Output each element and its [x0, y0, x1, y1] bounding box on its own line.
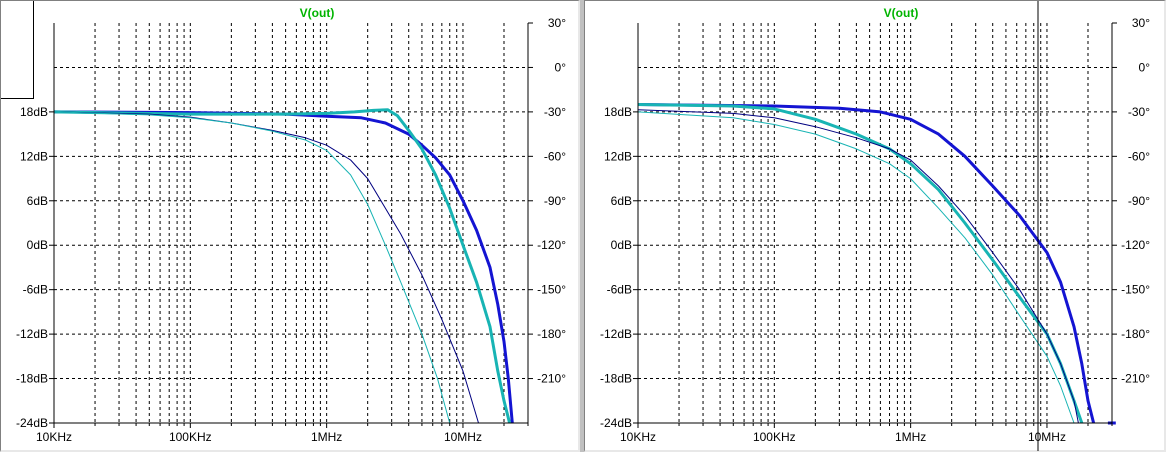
- chart-1-y-left-tick-label: -12dB: [600, 327, 632, 341]
- chart-0-x-tick-label: 10KHz: [36, 430, 72, 444]
- chart-1-series-0: [637, 103, 1096, 424]
- chart-1-y-right-tick-label: -30°: [1128, 105, 1150, 119]
- chart-0-y-left-tick-label: 12dB: [20, 149, 48, 163]
- chart-1-grid: [638, 23, 1113, 423]
- chart-0-y-right-tick-label: -90°: [544, 194, 566, 208]
- chart-1-y-right-tick-label: 0°: [1139, 60, 1151, 74]
- chart-0-y-left-tick-label: -18dB: [16, 372, 48, 386]
- chart-1-series-3: [637, 111, 1075, 424]
- chart-1-series-2: [637, 109, 1079, 424]
- chart-0-series-3: [53, 111, 451, 424]
- chart-0-grid: [54, 23, 529, 423]
- chart-1-y-right-tick-label: -60°: [1128, 149, 1150, 163]
- chart-1-y-right-tick-label: -150°: [1121, 283, 1150, 297]
- chart-1-y-left-tick-label: -24dB: [600, 416, 632, 430]
- chart-0-series-0: [53, 110, 514, 424]
- chart-0-y-left-tick-label: 0dB: [27, 238, 48, 252]
- chart-1-y-left-tick-label: 0dB: [611, 238, 632, 252]
- plot-pane-right[interactable]: 10KHz 100KHz 1MHz 10MHz 18dB 12dB 6dB 0dB -6dB -1…: [584, 0, 1166, 452]
- chart-0-title: V(out): [300, 6, 335, 20]
- chart-0-x-tick-label: 1MHz: [311, 430, 342, 444]
- bode-plot-right: 10KHz 100KHz 1MHz 10MHz 18dB 12dB 6dB 0dB -6dB -1…: [600, 1, 1151, 451]
- chart-0-y-left-tick-label: -12dB: [16, 327, 48, 341]
- chart-1-y-right-tick-label: -120°: [1121, 238, 1150, 252]
- chart-1-x-tick-label: 100KHz: [753, 430, 796, 444]
- chart-0-y-left-tick-label: -24dB: [16, 416, 48, 430]
- chart-0-y-left-tick-label: 18dB: [20, 105, 48, 119]
- chart-1-y-right-tick-label: -210°: [1121, 372, 1150, 386]
- chart-1-y-right-tick-label: 30°: [1132, 16, 1150, 30]
- chart-0-y-right-tick-label: -60°: [544, 149, 566, 163]
- chart-0-y-left-tick-label: 6dB: [27, 194, 48, 208]
- chart-0-y-right-tick-label: -210°: [537, 372, 566, 386]
- chart-0-series-2: [53, 111, 479, 424]
- chart-1-y-right-tick-label: -180°: [1121, 327, 1150, 341]
- chart-1-x-tick-label: 10KHz: [620, 430, 656, 444]
- chart-0-y-right-tick-label: -150°: [537, 283, 566, 297]
- chart-1-title: V(out): [884, 6, 919, 20]
- chart-0-x-tick-label: 10MHz: [444, 430, 482, 444]
- chart-1-y-left-tick-label: -18dB: [600, 372, 632, 386]
- chart-1-y-left-tick-label: -6dB: [607, 283, 632, 297]
- chart-1-y-left-tick-label: 12dB: [604, 149, 632, 163]
- chart-0-y-right-tick-label: 30°: [548, 16, 566, 30]
- chart-0-y-right-tick-label: -30°: [544, 105, 566, 119]
- chart-1-x-tick-label: 10MHz: [1028, 430, 1066, 444]
- chart-0-x-tick-label: 100KHz: [169, 430, 212, 444]
- plot-pane-left[interactable]: 10KHz 100KHz 1MHz 10MHz 18dB 12dB 6dB 0dB -6dB -1…: [0, 0, 580, 452]
- chart-0-series-1: [53, 108, 512, 424]
- chart-0-y-right-tick-label: -120°: [537, 238, 566, 252]
- chart-0-y-right-tick-label: -180°: [537, 327, 566, 341]
- chart-0-y-left-tick-label: -6dB: [23, 283, 48, 297]
- selection-rectangle: [1, 1, 34, 99]
- chart-0-y-right-tick-label: 0°: [555, 60, 567, 74]
- chart-1-series-1: [637, 103, 1084, 424]
- chart-1-y-right-tick-label: -90°: [1128, 194, 1150, 208]
- chart-1-y-left-tick-label: 6dB: [611, 194, 632, 208]
- chart-1-x-tick-label: 1MHz: [895, 430, 926, 444]
- bode-plot-left: 10KHz 100KHz 1MHz 10MHz 18dB 12dB 6dB 0dB -6dB -1…: [16, 6, 567, 444]
- chart-1-y-left-tick-label: 18dB: [604, 105, 632, 119]
